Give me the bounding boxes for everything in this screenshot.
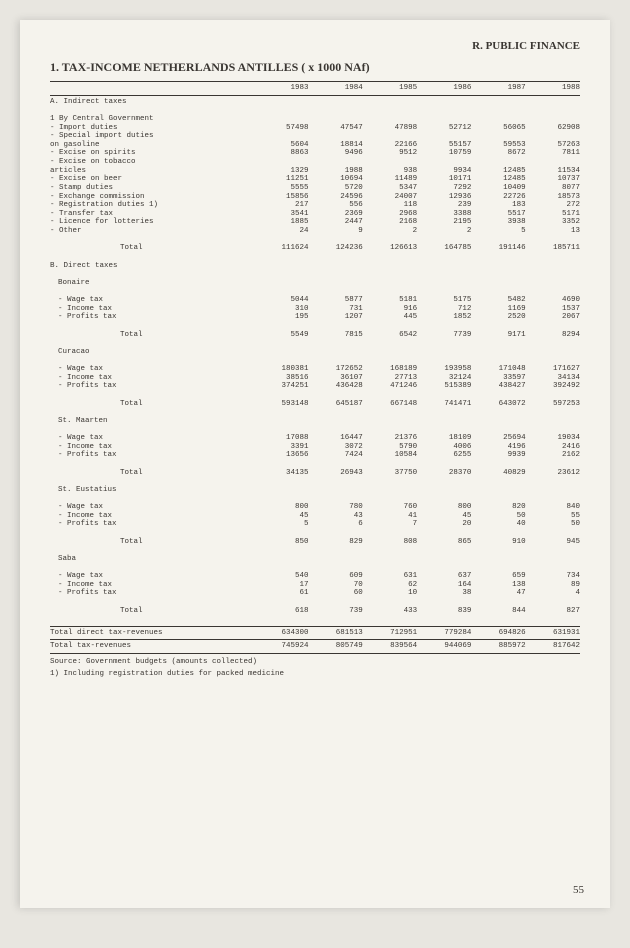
table-row: - Stamp duties5555572053477292104098077 xyxy=(50,184,580,193)
table-row: B. Direct taxes xyxy=(50,262,580,271)
rule-bottom xyxy=(50,653,580,654)
table-row: - Income tax339130725790400641962416 xyxy=(50,443,580,452)
table-row: - Profits tax567204050 xyxy=(50,520,580,529)
section-header: R. PUBLIC FINANCE xyxy=(50,40,580,52)
table-row: - Income tax454341455055 xyxy=(50,512,580,521)
table-row: Total tax-revenues7459248057498395649440… xyxy=(50,642,580,651)
table-row: - Excise on beer112511069411489101711248… xyxy=(50,175,580,184)
table-row: Total850829808865910945 xyxy=(50,538,580,547)
table-row: articles1329198893899341248511534 xyxy=(50,167,580,176)
table-row: - Profits tax61601038474 xyxy=(50,589,580,598)
table-row: - Wage tax800780760800820840 xyxy=(50,503,580,512)
table-row: Total59314864518766714874147164307259725… xyxy=(50,400,580,409)
table-row: - Income tax3851636107277133212433597341… xyxy=(50,374,580,383)
page: R. PUBLIC FINANCE 1. TAX-INCOME NETHERLA… xyxy=(20,20,610,908)
table-row: - Exchange commission1585624596240071293… xyxy=(50,193,580,202)
table-row: - Transfer tax354123692968338855175171 xyxy=(50,210,580,219)
table-title: 1. TAX-INCOME NETHERLANDS ANTILLES ( x 1… xyxy=(50,60,580,75)
table-row: Curacao xyxy=(50,348,580,357)
footnote: Source: Government budgets (amounts coll… xyxy=(50,658,580,666)
table-row: on gasoline56041881422166551575955357263 xyxy=(50,141,580,150)
year-col: 1983 xyxy=(254,84,308,93)
table-row: - Other24922513 xyxy=(50,227,580,236)
table-row: Saba xyxy=(50,555,580,564)
table-row: - Profits tax13656742410584625599392162 xyxy=(50,451,580,460)
table-row: - Income tax17706216413889 xyxy=(50,581,580,590)
table-row: Total554978156542773991718294 xyxy=(50,331,580,340)
table-row: St. Maarten xyxy=(50,417,580,426)
year-col: 1986 xyxy=(417,84,471,93)
table-row: - Special import duties xyxy=(50,132,580,141)
table-row: - Registration duties 1)2175561182391832… xyxy=(50,201,580,210)
table-row: Total341352694337750283704082923612 xyxy=(50,469,580,478)
table-row: St. Eustatius xyxy=(50,486,580,495)
tax-table: 1983 1984 1985 1986 1987 1988 A. Indirec… xyxy=(50,84,580,651)
table-row: - Profits tax374251436428471246515389438… xyxy=(50,382,580,391)
table-row: - Excise on tobacco xyxy=(50,158,580,167)
table-row: - Wage tax540609631637659734 xyxy=(50,572,580,581)
year-col: 1985 xyxy=(363,84,417,93)
table-row: Bonaire xyxy=(50,279,580,288)
table-row: - Wage tax504458775181517554824690 xyxy=(50,296,580,305)
table-row: - Profits tax1951207445185225202067 xyxy=(50,313,580,322)
header-row: 1983 1984 1985 1986 1987 1988 xyxy=(50,84,580,93)
page-number: 55 xyxy=(573,884,584,896)
table-row: Total618739433839844827 xyxy=(50,607,580,616)
rule-top xyxy=(50,81,580,82)
footnote: 1) Including registration duties for pac… xyxy=(50,670,580,678)
year-col: 1988 xyxy=(526,84,580,93)
table-row: - Import duties5749847547478985271256065… xyxy=(50,124,580,133)
table-row: - Income tax31073191671211691537 xyxy=(50,305,580,314)
table-row: - Wage tax170881644721376181092569419034 xyxy=(50,434,580,443)
table-row: - Wage tax180381172652168189193958171048… xyxy=(50,365,580,374)
table-row: - Excise on spirits886394969512107598672… xyxy=(50,149,580,158)
table-row: Total11162412423612661316478519114618571… xyxy=(50,244,580,253)
table-row: A. Indirect taxes xyxy=(50,98,580,107)
year-col: 1987 xyxy=(471,84,525,93)
year-col: 1984 xyxy=(309,84,363,93)
table-row: - Licence for lotteries18852447216821953… xyxy=(50,218,580,227)
table-row: Total direct tax-revenues634300681513712… xyxy=(50,629,580,638)
table-row: 1 By Central Government xyxy=(50,115,580,124)
